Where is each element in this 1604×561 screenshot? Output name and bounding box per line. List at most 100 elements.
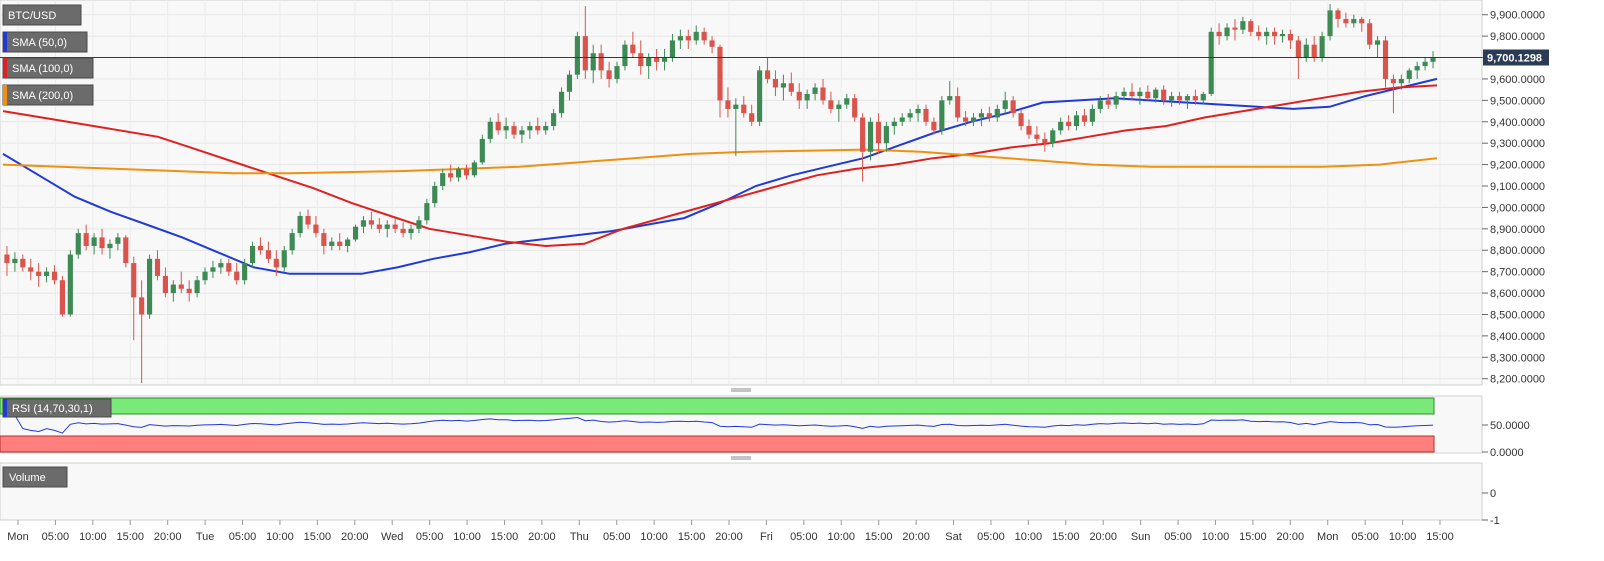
candle	[725, 87, 731, 118]
candle-body	[899, 117, 905, 122]
candle	[416, 215, 422, 234]
time-tick-label: Mon	[7, 531, 28, 543]
candle-body	[51, 271, 58, 281]
candle-body	[804, 93, 810, 101]
time-tick-label: Mon	[1317, 531, 1338, 543]
candle-body	[1066, 121, 1072, 127]
candle	[146, 254, 153, 319]
candle-body	[1240, 21, 1246, 30]
sma-200-badge[interactable]: SMA (200,0)	[2, 84, 94, 106]
candle	[543, 121, 549, 135]
candle-body	[994, 108, 1000, 118]
candle-body	[654, 57, 660, 62]
candle	[970, 113, 977, 127]
time-tick-label: 20:00	[528, 531, 556, 543]
candle	[1422, 57, 1428, 71]
candle-body	[812, 87, 818, 94]
candle	[844, 93, 850, 109]
candle	[234, 263, 240, 285]
candle	[812, 83, 818, 101]
volume-panel-background	[0, 462, 1483, 521]
candle-body	[852, 98, 858, 118]
candle-body	[1398, 78, 1404, 84]
volume-label: Volume	[9, 472, 46, 484]
price-tick-label: 9,300.0000	[1490, 138, 1545, 150]
candle-body	[329, 241, 335, 246]
candle-body	[440, 173, 446, 187]
rsi-line	[14, 415, 1434, 434]
candle	[432, 181, 438, 208]
candle	[1153, 87, 1159, 103]
candle	[630, 31, 636, 58]
price-tick-label: 9,200.0000	[1490, 160, 1545, 172]
candle	[527, 121, 533, 139]
volume-badge[interactable]: Volume	[2, 466, 68, 488]
candle	[1279, 29, 1286, 43]
price-tick-label: 8,600.0000	[1490, 288, 1545, 300]
candle-body	[844, 98, 850, 105]
sma-line-1	[2, 84, 1438, 248]
candle-body	[1216, 31, 1222, 37]
candle-body	[828, 100, 834, 109]
candle-body	[503, 126, 509, 131]
candle	[1272, 27, 1278, 45]
candle	[313, 215, 319, 238]
candle	[947, 81, 953, 105]
candle-body	[12, 258, 18, 264]
candle-body	[1129, 91, 1135, 97]
candle	[1169, 91, 1175, 107]
candle-body	[162, 275, 168, 294]
panel-resize-handle-volume[interactable]	[731, 456, 751, 460]
candle	[194, 275, 200, 298]
candle-body	[1367, 23, 1373, 45]
candle	[1375, 36, 1381, 58]
candle	[91, 233, 97, 255]
candle-body	[487, 121, 493, 139]
candle	[883, 121, 889, 152]
candle-body	[360, 220, 367, 227]
time-tick-label: 15:00	[491, 531, 519, 543]
candle	[226, 258, 232, 276]
sma-50-badge[interactable]: SMA (50,0)	[2, 31, 88, 53]
candle-body	[1050, 130, 1056, 144]
candle	[1058, 117, 1064, 135]
candle	[1327, 4, 1333, 41]
symbol-badge[interactable]: BTC/USD	[2, 4, 82, 26]
candle-body	[1406, 70, 1412, 79]
candle-body	[1208, 31, 1214, 94]
candle-body	[780, 83, 786, 88]
candle-body	[115, 237, 121, 244]
candle	[701, 27, 707, 45]
candle	[749, 104, 755, 127]
candle-body	[582, 36, 588, 71]
candle-body	[661, 57, 668, 62]
panel-resize-handle-rsi[interactable]	[731, 388, 751, 392]
sma-100-label: SMA (100,0)	[12, 63, 73, 75]
time-tick-label: 05:00	[1164, 531, 1192, 543]
candle	[867, 117, 874, 161]
candle-body	[1232, 27, 1238, 30]
candle-body	[273, 258, 279, 268]
candle	[519, 126, 525, 144]
candle	[463, 164, 470, 180]
candle-body	[139, 297, 145, 315]
symbol-label: BTC/USD	[8, 10, 56, 22]
candle-body	[455, 168, 462, 178]
candle	[836, 100, 842, 122]
candle	[931, 117, 937, 135]
candle-body	[1081, 115, 1088, 122]
time-tick-label: 10:00	[640, 531, 668, 543]
candle	[1287, 29, 1294, 49]
time-tick-label: Sat	[945, 531, 962, 543]
sma-100-badge[interactable]: SMA (100,0)	[2, 57, 94, 79]
rsi-badge[interactable]: RSI (14,70,30,1)	[2, 398, 112, 418]
candle-body	[178, 284, 184, 289]
candle-body	[1145, 91, 1151, 99]
sma-200-swatch	[3, 85, 7, 105]
candle	[1430, 51, 1436, 69]
candle-body	[891, 121, 897, 127]
candle	[400, 222, 406, 238]
candle-body	[99, 237, 105, 249]
candle-body	[1375, 40, 1381, 45]
candle-body	[566, 74, 573, 92]
